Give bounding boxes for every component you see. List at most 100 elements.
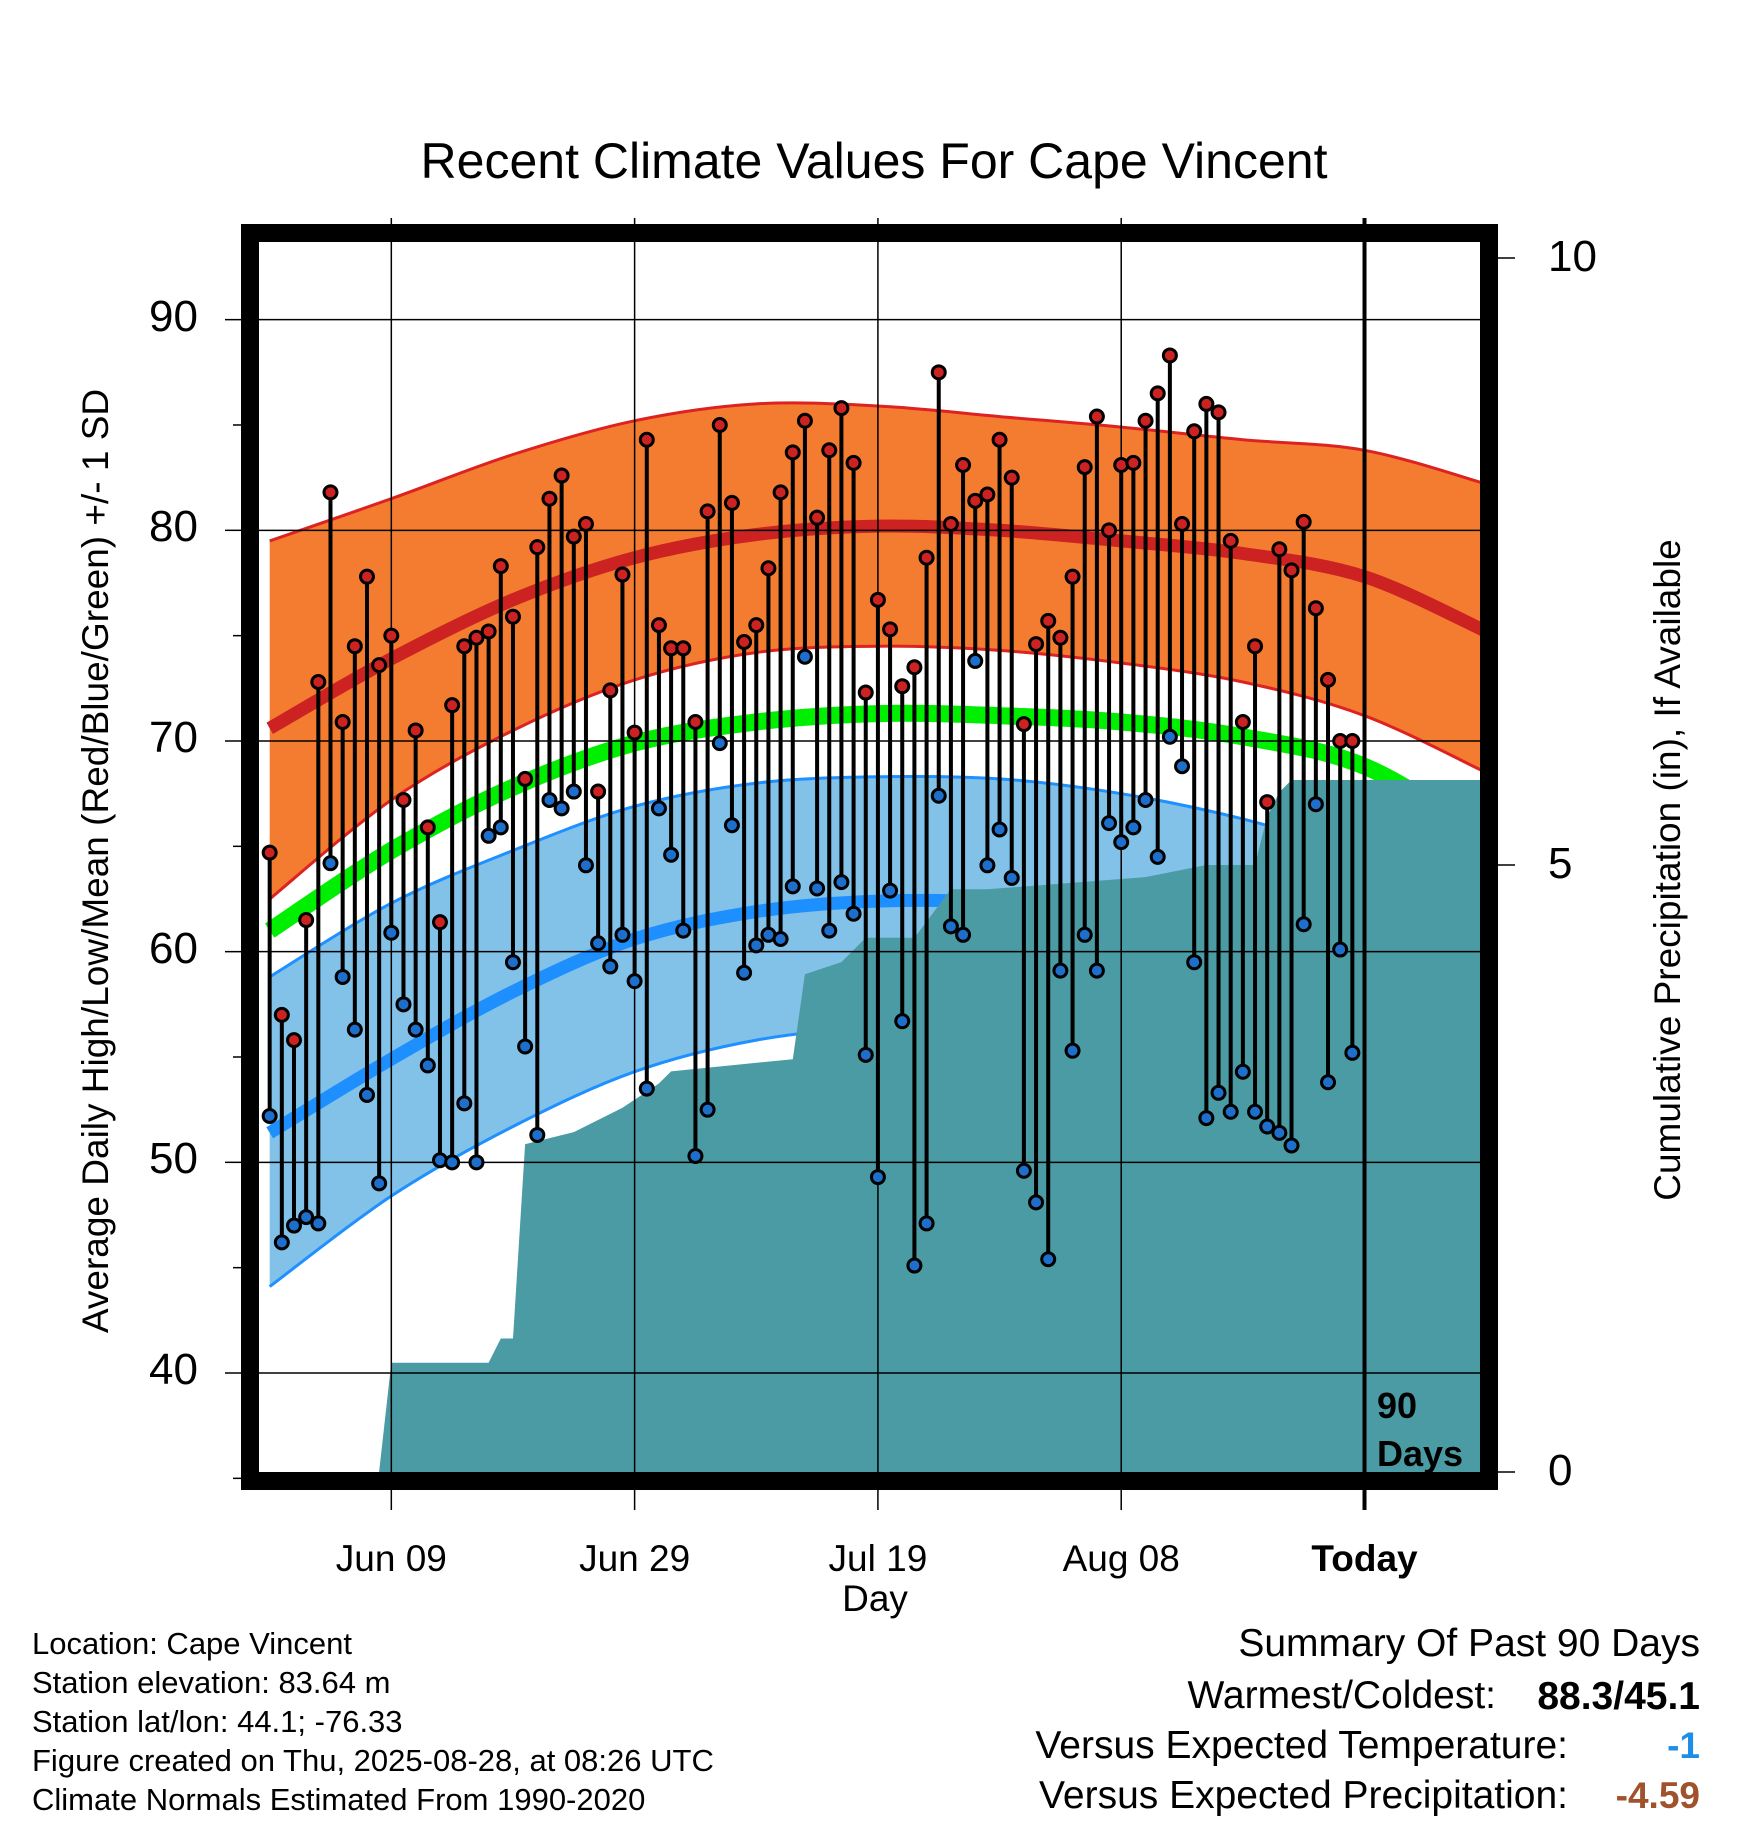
obs-high-point (796, 412, 813, 429)
obs-high-point (1149, 385, 1166, 402)
obs-low-point (1344, 1044, 1361, 1061)
obs-low-point (918, 1215, 935, 1232)
obs-high-point (772, 484, 789, 501)
obs-low-point (748, 937, 765, 954)
grid-lines (241, 218, 1497, 1510)
obs-low-point (419, 1057, 436, 1074)
obs-low-point (650, 800, 667, 817)
obs-high-point (979, 486, 996, 503)
obs-high-point (650, 617, 667, 634)
obs-low-point (1174, 758, 1191, 775)
obs-low-point (298, 1209, 315, 1226)
obs-low-point (285, 1217, 302, 1234)
obs-low-point (894, 1013, 911, 1030)
obs-low-point (273, 1234, 290, 1251)
obs-low-point (1320, 1074, 1337, 1091)
obs-low-point (590, 935, 607, 952)
obs-high-point (1344, 732, 1361, 749)
warmest-coldest-label: Warmest/Coldest: (1187, 1674, 1496, 1717)
info-created: Figure created on Thu, 2025-08-28, at 08… (32, 1743, 714, 1778)
obs-low-point (1247, 1103, 1264, 1120)
obs-low-point (504, 954, 521, 971)
x-tick-label: Aug 08 (1062, 1538, 1180, 1579)
obs-low-point (869, 1169, 886, 1186)
obs-low-point (1186, 954, 1203, 971)
obs-low-point (663, 846, 680, 863)
y-axis-label: Average Daily High/Low/Mean (Red/Blue/Gr… (75, 388, 116, 1334)
y-tick-label: 40 (149, 1345, 198, 1394)
obs-low-point (1137, 791, 1154, 808)
obs-low-point (1125, 819, 1142, 836)
obs-high-point (322, 484, 339, 501)
x-tick-label: Jun 09 (335, 1538, 447, 1579)
obs-low-point (444, 1154, 461, 1171)
obs-low-point (383, 924, 400, 941)
temp-vs-expected-value: -1 (1667, 1725, 1700, 1766)
obs-high-point (1161, 347, 1178, 364)
obs-high-point (577, 515, 594, 532)
obs-low-point (1222, 1103, 1239, 1120)
obs-low-point (882, 882, 899, 899)
info-normals: Climate Normals Estimated From 1990-2020 (32, 1782, 646, 1817)
obs-high-point (1283, 562, 1300, 579)
obs-high-point (906, 659, 923, 676)
obs-low-point (991, 821, 1008, 838)
obs-high-point (821, 442, 838, 459)
obs-low-point (358, 1086, 375, 1103)
y-tick-label: 60 (149, 923, 198, 973)
obs-low-point (833, 874, 850, 891)
obs-high-point (1101, 522, 1118, 539)
obs-high-point (468, 629, 485, 646)
obs-high-point (407, 722, 424, 739)
obs-high-point (1076, 459, 1093, 476)
obs-low-point (772, 931, 789, 948)
obs-low-point (979, 857, 996, 874)
y-tick-label: 80 (149, 502, 198, 552)
obs-high-point (334, 714, 351, 731)
obs-low-point (967, 652, 984, 669)
obs-high-point (736, 633, 753, 650)
obs-low-point (736, 964, 753, 981)
x-tick-label: Jun 29 (579, 1538, 691, 1579)
obs-high-point (371, 657, 388, 674)
y-tick-label: 50 (149, 1134, 198, 1184)
obs-high-point (1234, 714, 1251, 731)
obs-low-point (1003, 869, 1020, 886)
obs-low-point (541, 791, 558, 808)
obs-high-point (298, 912, 315, 929)
obs-low-point (845, 905, 862, 922)
obs-low-point (517, 1038, 534, 1055)
chart-title: Recent Climate Values For Cape Vincent (420, 133, 1328, 189)
obs-low-point (492, 819, 509, 836)
obs-high-point (565, 528, 582, 545)
obs-high-point (1040, 612, 1057, 629)
obs-high-point (358, 568, 375, 585)
obs-high-point (261, 844, 278, 861)
obs-low-point (1015, 1162, 1032, 1179)
precipitation-area (269, 780, 1480, 1472)
y2-axis-label: Cumulative Precipitation (in), If Availa… (1647, 539, 1688, 1201)
info-latlon: Station lat/lon: 44.1; -76.33 (32, 1704, 403, 1739)
obs-low-point (577, 857, 594, 874)
obs-high-point (1125, 454, 1142, 471)
y2-tick-label: 5 (1548, 839, 1573, 888)
obs-low-point (699, 1101, 716, 1118)
obs-low-point (626, 973, 643, 990)
warmest-coldest-value: 88.3/45.1 (1537, 1675, 1700, 1718)
info-elevation: Station elevation: 83.64 m (32, 1665, 391, 1700)
obs-low-point (1161, 728, 1178, 745)
obs-low-point (480, 827, 497, 844)
obs-high-point (285, 1032, 302, 1049)
obs-low-point (1064, 1042, 1081, 1059)
obs-low-point (809, 880, 826, 897)
obs-low-point (1040, 1251, 1057, 1268)
obs-low-point (334, 968, 351, 985)
obs-high-point (869, 591, 886, 608)
obs-low-point (395, 996, 412, 1013)
obs-low-point (602, 958, 619, 975)
y2-tick-label: 0 (1548, 1446, 1573, 1495)
obs-high-point (1186, 423, 1203, 440)
obs-high-point (699, 503, 716, 520)
obs-low-point (346, 1021, 363, 1038)
